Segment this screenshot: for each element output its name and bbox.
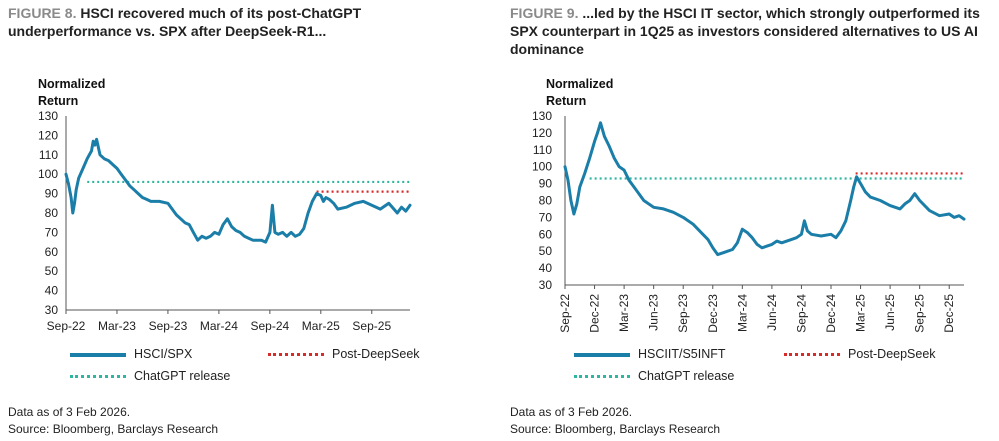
- x-tick-label: Sep-25: [913, 294, 927, 333]
- x-tick-label: Sep-22: [558, 294, 572, 333]
- legend-item-hsciit-s5inft: HSCIIT/S5INFT: [574, 346, 726, 362]
- figure-title: FIGURE 9. ...led by the HSCI IT sector, …: [510, 4, 980, 58]
- x-tick-label: Jun-25: [883, 294, 897, 331]
- y-tick-label: 90: [45, 187, 59, 201]
- y-tick-label: 130: [38, 109, 58, 123]
- series-line-hsciit-s5inft: [563, 121, 966, 257]
- figure-9: FIGURE 9. ...led by the HSCI IT sector, …: [502, 0, 999, 441]
- chart-plot: 30 40 50 60 70 80 90 100 110 120 130 Sep-22 Dec-22 Ma…: [532, 109, 966, 333]
- legend-swatch-solid: [574, 352, 630, 357]
- legend-label: HSCI/SPX: [134, 347, 193, 361]
- legend-label: HSCIIT/S5INFT: [638, 347, 726, 361]
- x-tick-label: Dec-22: [588, 294, 602, 333]
- x-tick-label: Mar-23: [617, 294, 631, 332]
- x-tick-label: Sep-25: [352, 319, 391, 333]
- x-tick-label: Sep-22: [47, 319, 86, 333]
- y-tick-label: 130: [532, 109, 552, 123]
- x-tick-label: Sep-23: [676, 294, 690, 333]
- source-note: Source: Bloomberg, Barclays Research: [510, 422, 721, 436]
- legend-swatch-red-dotted: [784, 353, 840, 357]
- y-tick-label: 80: [45, 206, 59, 220]
- footnote: Data as of 3 Feb 2026.: [8, 405, 131, 419]
- figure-title-text: ...led by the HSCI IT sector, which stro…: [510, 5, 980, 57]
- y-tick-label: 60: [45, 245, 59, 259]
- legend-swatch-solid: [70, 352, 126, 357]
- y-tick-label: 120: [38, 128, 58, 142]
- x-tick-label: Mar-24: [735, 294, 749, 332]
- x-tick-label: Dec-25: [942, 294, 956, 333]
- y-tick-label: 30: [45, 303, 59, 317]
- y-axis-label: Normalized Return: [546, 77, 614, 108]
- legend-swatch-red-dotted: [268, 353, 324, 357]
- x-tick-label: Mar-23: [98, 319, 136, 333]
- legend-label: ChatGPT release: [638, 369, 735, 383]
- legend-item-hsci-spx: HSCI/SPX: [70, 346, 192, 362]
- x-tick-label: Jun-24: [765, 294, 779, 331]
- x-tick-label: Mar-25: [854, 294, 868, 332]
- legend-swatch-teal-dotted: [574, 375, 630, 379]
- legend-item-chatgpt-release: ChatGPT release: [574, 368, 734, 384]
- figure-number: FIGURE 8.: [8, 5, 77, 21]
- series-line-hsci-spx: [64, 137, 412, 244]
- legend-label: Post-DeepSeek: [332, 347, 420, 361]
- y-tick-label: 70: [45, 225, 59, 239]
- x-tick-label: Dec-24: [824, 294, 838, 333]
- source-note: Source: Bloomberg, Barclays Research: [8, 422, 219, 436]
- legend-label: Post-DeepSeek: [848, 347, 936, 361]
- figure-title-text: HSCI recovered much of its post-ChatGPT …: [8, 5, 362, 39]
- legend-swatch-teal-dotted: [70, 375, 126, 379]
- chart-plot: 30 40 50 60 70 80 90 100 110 120 130 Sep-22 Mar-23 Se…: [38, 109, 412, 333]
- y-tick-label: 100: [532, 160, 552, 174]
- figure-8: FIGURE 8. HSCI recovered much of its pos…: [0, 0, 490, 441]
- y-tick-label: 110: [533, 143, 552, 157]
- x-tick-label: Mar-25: [302, 319, 340, 333]
- legend-item-chatgpt-release: ChatGPT release: [70, 368, 230, 384]
- x-tick-label: Dec-23: [706, 294, 720, 333]
- y-tick-label: 50: [539, 244, 553, 258]
- y-tick-label: 40: [539, 261, 553, 275]
- legend-item-post-deepseek: Post-DeepSeek: [784, 346, 936, 362]
- y-tick-label: 90: [539, 177, 553, 191]
- y-tick-label: 60: [539, 227, 553, 241]
- y-tick-label: 100: [38, 167, 58, 181]
- legend-item-post-deepseek: Post-DeepSeek: [268, 346, 420, 362]
- figure-title: FIGURE 8. HSCI recovered much of its pos…: [8, 4, 478, 40]
- x-tick-label: Sep-24: [794, 294, 808, 333]
- y-tick-label: 50: [45, 264, 59, 278]
- y-axis-label: Normalized Return: [38, 77, 106, 108]
- legend-label: ChatGPT release: [134, 369, 231, 383]
- x-tick-label: Sep-24: [251, 319, 290, 333]
- y-tick-label: 40: [45, 284, 59, 298]
- y-tick-label: 80: [539, 194, 553, 208]
- y-tick-label: 70: [539, 210, 553, 224]
- footnote: Data as of 3 Feb 2026.: [510, 405, 633, 419]
- x-tick-label: Jun-23: [647, 294, 661, 331]
- x-tick-label: Sep-23: [149, 319, 188, 333]
- y-tick-label: 120: [532, 126, 552, 140]
- x-tick-label: Mar-24: [200, 319, 238, 333]
- figure-number: FIGURE 9.: [510, 5, 579, 21]
- y-tick-label: 30: [539, 278, 553, 292]
- y-tick-label: 110: [39, 148, 58, 162]
